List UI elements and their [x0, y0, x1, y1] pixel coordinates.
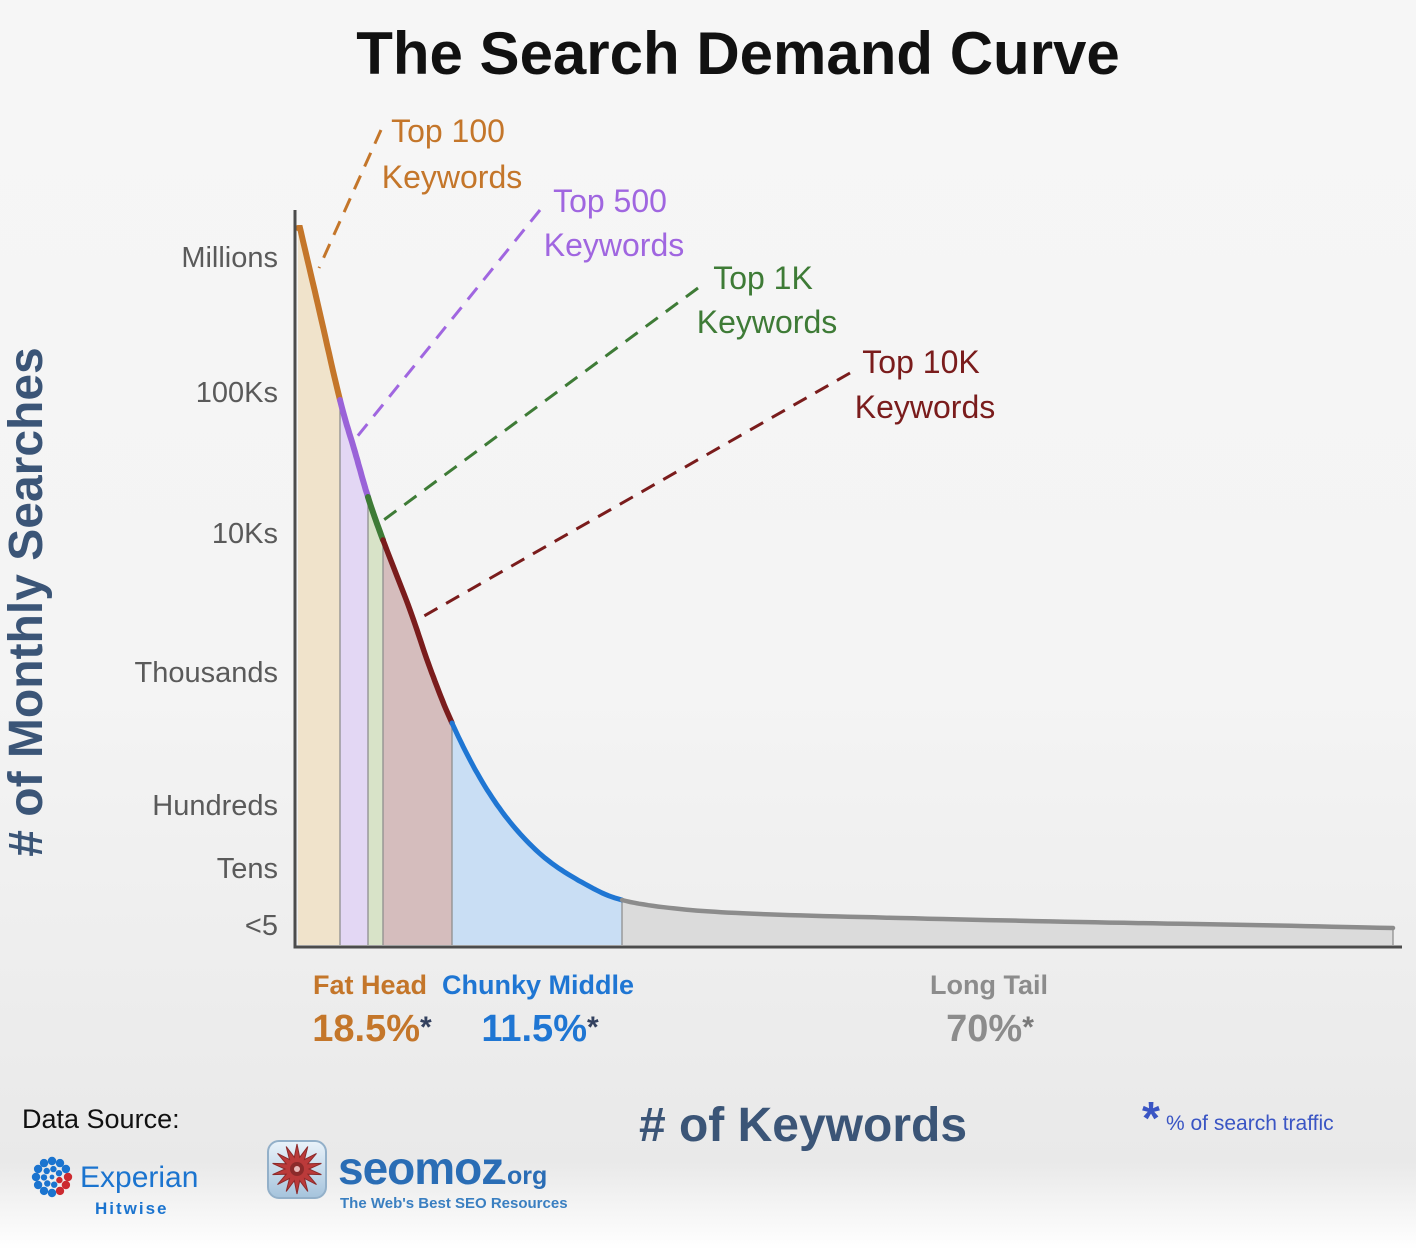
- curve-long-tail: [619, 897, 1396, 931]
- region-pct-chunky-middle: 11.5%*: [481, 1008, 599, 1050]
- curve-top-10k: [380, 537, 455, 726]
- annotation-top-500-line2: Keywords: [544, 227, 685, 263]
- data-source-label: Data Source:: [22, 1104, 180, 1134]
- y-tick-millions: Millions: [181, 242, 278, 274]
- seomoz-tagline: The Web's Best SEO Resources: [340, 1195, 568, 1212]
- area-top-1k: [368, 497, 383, 945]
- annotation-line-top-500: [350, 209, 542, 444]
- y-tick-labels: Millions 100Ks 10Ks Thousands Hundreds T…: [135, 242, 279, 942]
- region-pct-long-tail: 70%*: [946, 1008, 1034, 1050]
- region-label-chunky-middle: Chunky Middle: [442, 970, 634, 1000]
- fat-head-pct-value: 18.5%: [312, 1008, 420, 1050]
- footer: Data Source: Experian Hitwise seomoz .or…: [22, 1092, 1334, 1218]
- region-pct-fat-head: 18.5%*: [312, 1008, 432, 1050]
- region-labels: Fat Head 18.5%* Chunky Middle 11.5%* Lon…: [312, 970, 1048, 1050]
- annotation-top-10k-line1: Top 10K: [862, 344, 979, 380]
- annotation-top-1k-line1: Top 1K: [713, 260, 813, 296]
- curve-chunky-middle: [449, 720, 625, 903]
- axes: [293, 210, 1402, 949]
- annotation-line-top-10k: [416, 371, 851, 622]
- curve-top-500: [337, 397, 371, 500]
- hitwise-wordmark: Hitwise: [95, 1199, 169, 1218]
- annotation-top-100-line2: Keywords: [382, 159, 523, 195]
- annotation-top-100-line1: Top 100: [391, 113, 505, 149]
- seomoz-wordmark: seomoz: [338, 1142, 503, 1194]
- x-axis-title: # of Keywords: [639, 1099, 967, 1152]
- long-tail-pct-star: *: [1022, 1011, 1034, 1044]
- y-tick-hundreds: Hundreds: [152, 790, 278, 822]
- segment-boundary-lines: [339, 400, 1394, 945]
- seomoz-starburst-icon: [272, 1143, 322, 1195]
- annotation-labels: Top 100 Keywords Top 500 Keywords Top 1K…: [382, 113, 996, 425]
- axis-lines: [293, 210, 1402, 949]
- curve-top-1k: [365, 494, 386, 543]
- annotation-top-1k-line2: Keywords: [697, 304, 838, 340]
- region-label-long-tail: Long Tail: [930, 970, 1048, 1000]
- annotation-top-500-line1: Top 500: [553, 183, 667, 219]
- y-tick-100ks: 100Ks: [196, 377, 278, 409]
- area-top-100: [298, 228, 340, 945]
- y-tick-thousands: Thousands: [135, 657, 279, 689]
- footnote-asterisk: *: [1142, 1092, 1160, 1144]
- seomoz-tld: .org: [500, 1162, 547, 1190]
- experian-wordmark: Experian: [80, 1161, 198, 1194]
- long-tail-pct-value: 70%: [946, 1008, 1022, 1050]
- area-top-500: [340, 400, 368, 945]
- annotation-pointer-lines: [317, 129, 851, 622]
- chart-title: The Search Demand Curve: [356, 20, 1120, 87]
- annotation-line-top-100: [317, 129, 383, 269]
- chunky-middle-pct-star: *: [587, 1011, 599, 1044]
- y-tick-10ks: 10Ks: [212, 518, 278, 550]
- footnote-text: % of search traffic: [1166, 1112, 1334, 1135]
- curve-top-100: [295, 225, 343, 403]
- y-tick-lt5: <5: [245, 910, 278, 942]
- y-tick-tens: Tens: [217, 853, 278, 885]
- annotation-line-top-1k: [380, 286, 699, 524]
- curve-fill-areas: [298, 228, 1393, 945]
- annotation-top-10k-line2: Keywords: [855, 389, 996, 425]
- area-top-10k: [383, 540, 452, 945]
- y-axis-title: # of Monthly Searches: [0, 347, 53, 856]
- experian-logo-icon: [31, 1156, 73, 1198]
- area-chunky-middle: [452, 723, 622, 945]
- fat-head-pct-star: *: [420, 1011, 432, 1044]
- region-label-fat-head: Fat Head: [313, 970, 427, 1000]
- chunky-middle-pct-value: 11.5%: [481, 1008, 587, 1050]
- curve-segments: [295, 225, 1396, 931]
